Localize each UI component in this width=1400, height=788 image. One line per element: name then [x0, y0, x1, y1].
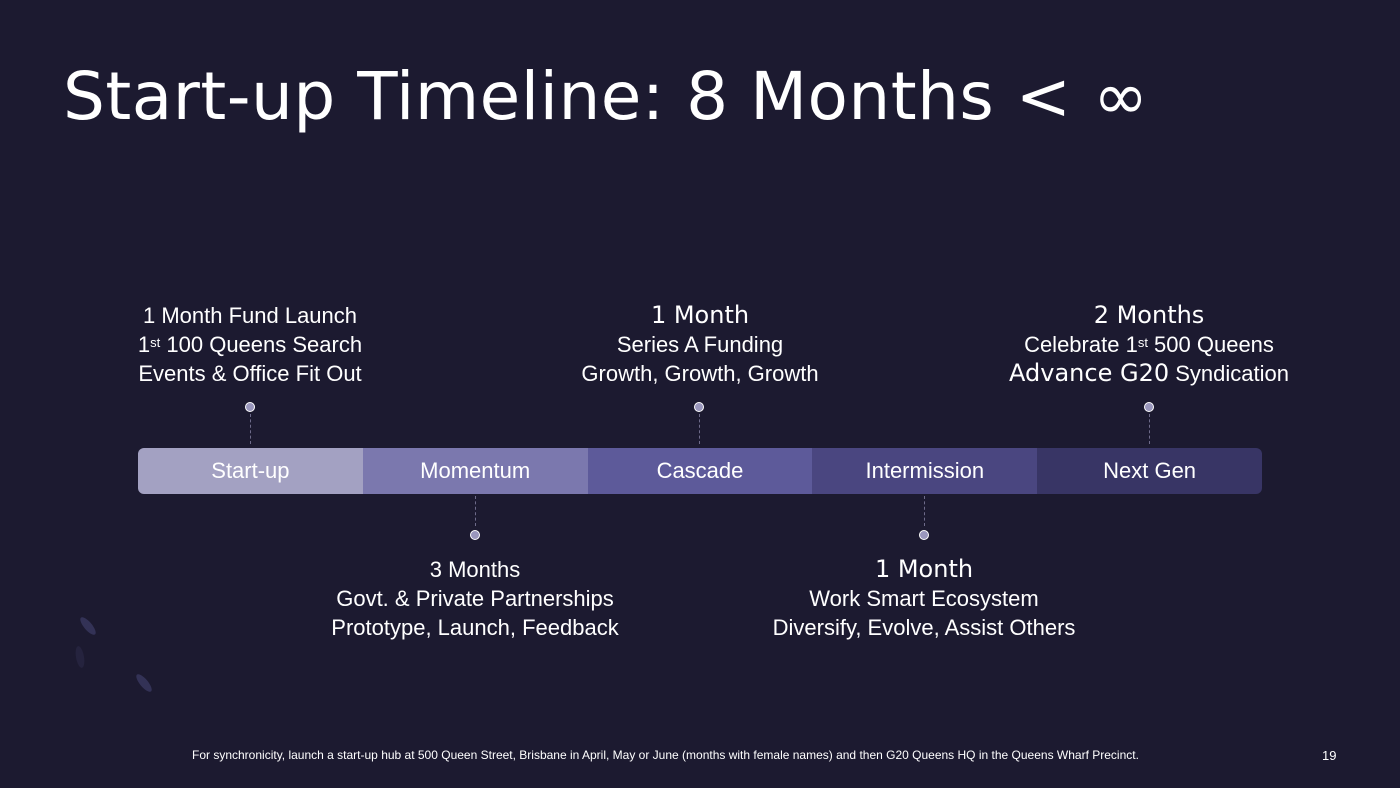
milestone-momentum-marker: [470, 530, 480, 540]
milestone-intermission-marker: [919, 530, 929, 540]
milestone-nextgen-line2-rest: 500 Queens: [1147, 332, 1274, 357]
milestone-momentum: 3 Months Govt. & Private Partnerships Pr…: [295, 555, 655, 642]
milestone-nextgen-line3-emphasis: Advance G20: [1009, 359, 1170, 387]
milestone-intermission-line2: Work Smart Ecosystem: [809, 586, 1039, 611]
phase-bar: Start-up Momentum Cascade Intermission N…: [138, 448, 1262, 494]
milestone-intermission-connector: [924, 496, 925, 526]
milestone-startup-connector: [250, 414, 251, 444]
milestone-startup-line3: Events & Office Fit Out: [138, 361, 362, 386]
phase-nextgen: Next Gen: [1037, 448, 1262, 494]
milestone-momentum-line2: Govt. & Private Partnerships: [336, 586, 614, 611]
milestone-nextgen-marker: [1144, 402, 1154, 412]
decorative-leaf-icon: [133, 672, 155, 694]
milestone-cascade-connector: [699, 414, 700, 444]
milestone-nextgen-line2-text: Celebrate 1: [1024, 332, 1138, 357]
ordinal-number: 1: [137, 332, 151, 357]
milestone-startup-line2-text: 100 Queens Search: [160, 332, 363, 357]
page-number: 19: [1322, 748, 1337, 763]
decorative-leaf-icon: [74, 645, 86, 669]
milestone-startup-line1: 1 Month Fund Launch: [142, 303, 358, 328]
ordinal-suffix: st: [1137, 335, 1148, 350]
slide-title: Start-up Timeline: 8 Months < ∞: [63, 58, 1149, 135]
milestone-nextgen: 2 Months Celebrate 1st 500 Queens Advanc…: [969, 301, 1329, 388]
milestone-momentum-line1: 3 Months: [429, 557, 521, 582]
milestone-nextgen-line1: 2 Months: [1093, 301, 1205, 329]
milestone-nextgen-line2: Celebrate 1st 500 Queens: [969, 330, 1329, 359]
footer-note: For synchronicity, launch a start-up hub…: [192, 748, 1139, 762]
milestone-cascade-line2: Series A Funding: [616, 332, 784, 357]
milestone-nextgen-line3-rest: Syndication: [1169, 361, 1289, 386]
milestone-nextgen-connector: [1149, 414, 1150, 444]
milestone-startup-line2: 1st 100 Queens Search: [70, 330, 430, 359]
milestone-startup-marker: [245, 402, 255, 412]
phase-startup: Start-up: [138, 448, 363, 494]
milestone-cascade-line1: 1 Month: [650, 301, 750, 329]
decorative-leaf-icon: [77, 615, 99, 637]
phase-intermission: Intermission: [812, 448, 1038, 494]
phase-momentum: Momentum: [362, 448, 588, 494]
milestone-cascade: 1 Month Series A Funding Growth, Growth,…: [520, 301, 880, 388]
milestone-nextgen-line3: Advance G20 Syndication: [969, 359, 1329, 388]
phase-cascade: Cascade: [587, 448, 813, 494]
milestone-intermission-line1: 1 Month: [874, 555, 974, 583]
milestone-intermission: 1 Month Work Smart Ecosystem Diversify, …: [744, 555, 1104, 642]
milestone-cascade-line3: Growth, Growth, Growth: [581, 361, 819, 386]
milestone-momentum-line3: Prototype, Launch, Feedback: [331, 615, 619, 640]
milestone-momentum-connector: [475, 496, 476, 526]
milestone-intermission-line3: Diversify, Evolve, Assist Others: [772, 615, 1076, 640]
ordinal-suffix: st: [150, 335, 161, 350]
milestone-startup: 1 Month Fund Launch 1st 100 Queens Searc…: [70, 301, 430, 388]
milestone-cascade-marker: [694, 402, 704, 412]
